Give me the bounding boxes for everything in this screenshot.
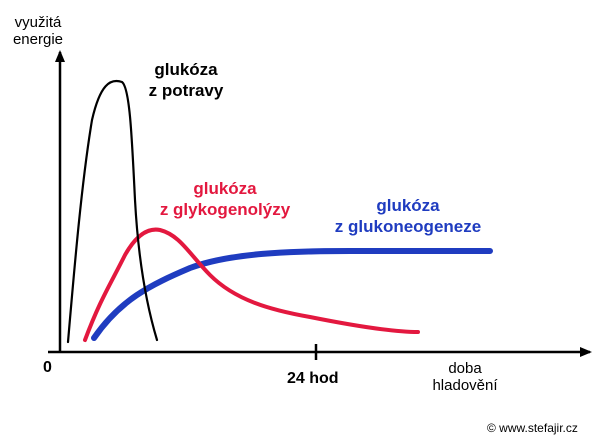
food-label-line1: glukóza bbox=[154, 60, 218, 79]
x-tick-label: 24 hod bbox=[287, 370, 339, 387]
x-axis-title-line2: hladovění bbox=[432, 377, 498, 394]
glycogenolysis-curve bbox=[83, 227, 420, 342]
gneo-label-line1: glukóza bbox=[376, 196, 440, 215]
origin-label: 0 bbox=[43, 359, 52, 376]
y-axis-title-line2: energie bbox=[12, 31, 64, 48]
x-axis-title-line1: doba bbox=[448, 360, 482, 377]
glyco-label-line2: z glykogenolýzy bbox=[159, 200, 291, 219]
gluconeogenesis-curve-label: glukóza z glukoneogeneze bbox=[318, 195, 498, 237]
food-label-line2: z potravy bbox=[148, 81, 224, 100]
x-axis-title: doba hladovění bbox=[410, 360, 520, 394]
food-curve bbox=[66, 79, 159, 344]
y-axis-title: využitá energie bbox=[2, 14, 74, 48]
gneo-label-line2: z glukoneogeneze bbox=[334, 217, 482, 236]
y-axis-title-line1: využitá bbox=[14, 14, 62, 31]
copyright-text: © www.stefajir.cz bbox=[487, 421, 578, 435]
glycogenolysis-curve-label: glukóza z glykogenolýzy bbox=[150, 178, 300, 220]
food-curve-label: glukóza z potravy bbox=[138, 59, 234, 101]
gluconeogenesis-curve bbox=[91, 247, 493, 341]
glyco-label-line1: glukóza bbox=[193, 179, 257, 198]
